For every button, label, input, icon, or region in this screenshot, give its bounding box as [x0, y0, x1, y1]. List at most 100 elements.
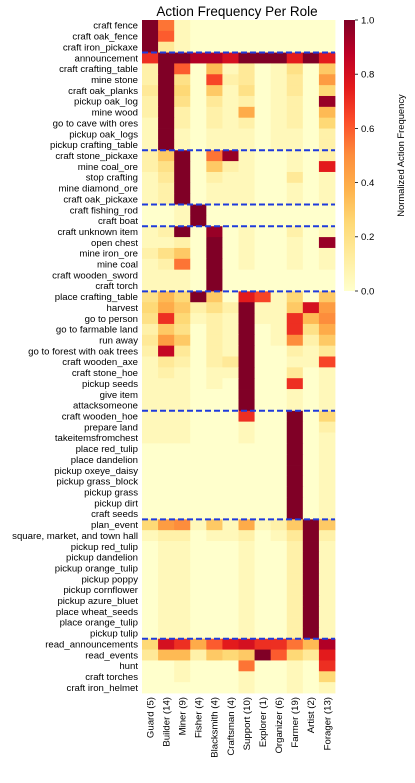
heatmap-cell — [190, 74, 207, 86]
row-label: pickup cornflower — [63, 585, 138, 596]
heatmap-cell — [286, 139, 304, 151]
heatmap-cell — [206, 519, 223, 531]
heatmap-cell — [158, 660, 175, 672]
row-label: go to farmable land — [56, 325, 138, 336]
heatmap-cell — [238, 606, 255, 618]
heatmap-cell — [238, 193, 255, 205]
heatmap-cell — [190, 399, 207, 412]
heatmap-cell — [206, 367, 223, 379]
row-label: announcement — [75, 53, 139, 64]
heatmap-cell — [302, 671, 320, 683]
heatmap-cell — [254, 291, 272, 303]
heatmap-cell — [222, 291, 239, 303]
heatmap-cell — [270, 334, 288, 347]
heatmap-cell — [142, 378, 159, 390]
heatmap-cell — [254, 139, 272, 151]
row-label: mine diamond_ore — [59, 184, 138, 195]
heatmap-cell — [222, 486, 239, 499]
row-label: pickup azure_bluet — [57, 596, 138, 607]
row-label: takeitemsfromchest — [55, 433, 139, 444]
heatmap-cell — [302, 302, 320, 314]
heatmap-cell — [270, 671, 288, 683]
heatmap-cell — [174, 595, 191, 607]
heatmap-cell — [238, 671, 255, 683]
heatmap-cell — [190, 258, 207, 271]
colorbar-label: Normalized Action Frequency — [395, 94, 406, 217]
heatmap-cell — [190, 291, 207, 303]
heatmap-cell — [222, 443, 239, 455]
heatmap-cell — [222, 378, 239, 390]
heatmap-cell — [270, 519, 288, 531]
heatmap-cell — [286, 551, 304, 564]
heatmap-cell — [302, 226, 320, 238]
heatmap-cell — [158, 627, 175, 640]
heatmap-cell — [238, 117, 255, 129]
heatmap-cell — [286, 671, 304, 683]
heatmap-cell — [174, 106, 191, 119]
heatmap-cell — [142, 584, 159, 596]
heatmap-cell — [158, 584, 175, 596]
heatmap-cell — [238, 562, 255, 574]
heatmap-cell — [270, 443, 288, 455]
heatmap-cell — [142, 117, 159, 129]
heatmap-cell — [238, 269, 255, 281]
heatmap-cell — [142, 671, 159, 683]
heatmap-cell — [318, 117, 336, 129]
row-label: pickup grass_block — [56, 477, 138, 488]
heatmap-cell — [174, 171, 191, 184]
heatmap-cell — [286, 237, 304, 249]
heatmap-cell — [142, 617, 159, 629]
heatmap-cell — [302, 20, 320, 32]
heatmap-cell — [190, 606, 207, 618]
heatmap-cell — [142, 682, 159, 694]
heatmap-cell — [190, 465, 207, 477]
heatmap-cell — [174, 389, 191, 401]
heatmap-cell — [222, 63, 239, 75]
heatmap-cell — [318, 204, 336, 216]
heatmap-cell — [318, 30, 336, 43]
heatmap-cell — [286, 269, 304, 281]
heatmap-cell — [302, 182, 320, 195]
heatmap-cell — [238, 291, 255, 303]
heatmap-cell — [174, 660, 191, 672]
heatmap-cell — [174, 584, 191, 596]
heatmap-cell — [206, 302, 223, 314]
heatmap-cell — [270, 389, 288, 401]
heatmap-cell — [190, 128, 207, 140]
heatmap-cell — [286, 20, 304, 32]
column-label: Farmer (19) — [290, 697, 301, 748]
column-label: Blacksmith (4) — [210, 697, 221, 758]
heatmap-cell — [238, 660, 255, 672]
heatmap-cell — [238, 150, 255, 162]
heatmap-cell — [254, 530, 272, 542]
heatmap-cell — [254, 128, 272, 140]
heatmap-cell — [318, 627, 336, 640]
heatmap-cell — [174, 150, 191, 162]
column-label: Explorer (1) — [258, 697, 269, 747]
heatmap-cell — [302, 215, 320, 227]
heatmap-cell — [270, 367, 288, 379]
heatmap-cell — [238, 682, 255, 694]
heatmap-cell — [318, 486, 336, 499]
heatmap-cell — [142, 551, 159, 564]
heatmap-cell — [286, 161, 304, 173]
row-label: mine wood — [92, 108, 138, 119]
heatmap-cell — [254, 486, 272, 499]
heatmap-cell — [174, 74, 191, 86]
heatmap-cell — [254, 63, 272, 75]
heatmap-cell — [270, 627, 288, 640]
heatmap-cell — [158, 182, 175, 195]
heatmap-cell — [174, 41, 191, 53]
heatmap-cell — [238, 280, 255, 292]
heatmap-cell — [158, 378, 175, 390]
heatmap-cell — [206, 85, 223, 97]
heatmap-cell — [318, 161, 336, 173]
heatmap-cell — [286, 584, 304, 596]
heatmap-cell — [318, 106, 336, 119]
heatmap-cell — [158, 20, 175, 32]
heatmap-cell — [142, 410, 159, 423]
heatmap-cell — [286, 302, 304, 314]
heatmap-cell — [190, 247, 207, 260]
heatmap-cell — [286, 30, 304, 43]
heatmap-cell — [142, 226, 159, 238]
